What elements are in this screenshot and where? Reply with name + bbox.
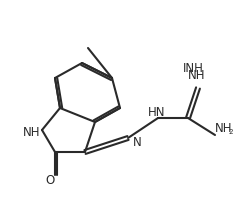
Text: N: N	[133, 137, 142, 150]
Text: O: O	[45, 174, 55, 187]
Text: HN: HN	[148, 105, 165, 118]
Text: NH: NH	[188, 69, 206, 82]
Text: $_2$: $_2$	[228, 127, 234, 137]
Text: NH: NH	[215, 122, 233, 135]
Text: INH: INH	[183, 62, 203, 75]
Text: NH: NH	[23, 126, 41, 139]
